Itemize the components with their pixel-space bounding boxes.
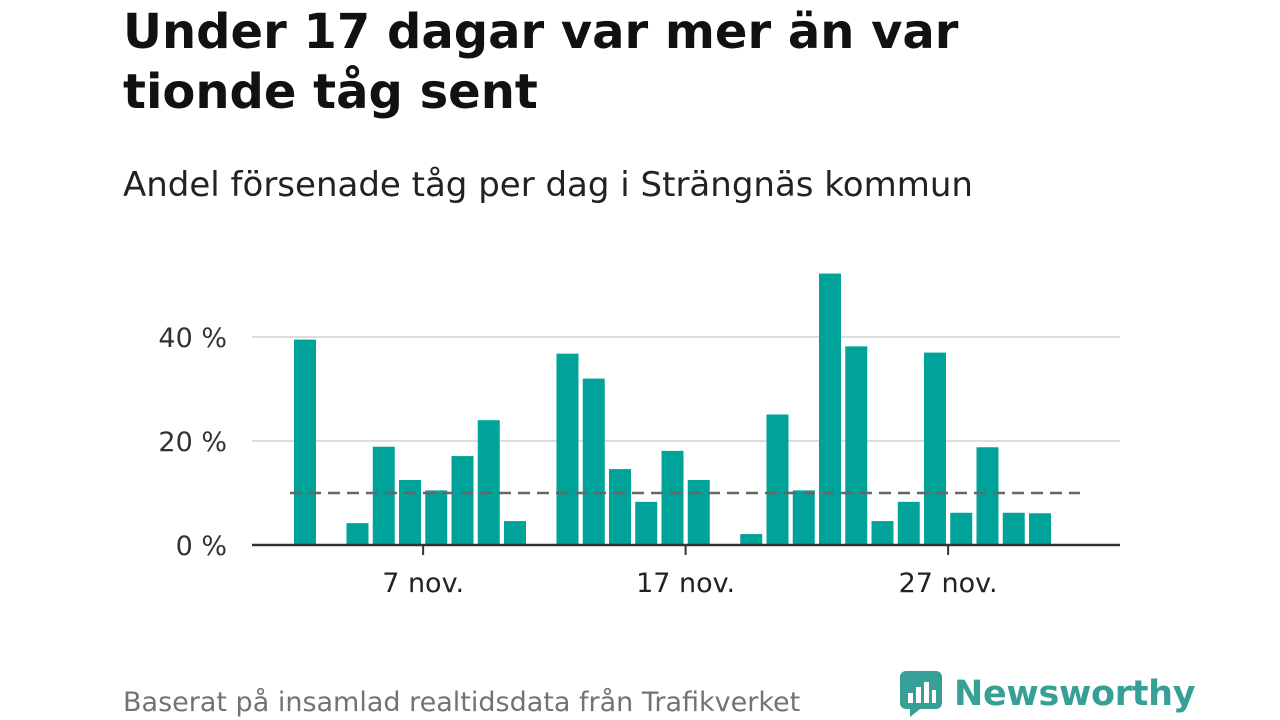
brand-name: Newsworthy — [954, 674, 1196, 714]
bar — [477, 420, 500, 545]
bar — [504, 521, 526, 545]
bar — [372, 446, 395, 545]
bar — [924, 352, 946, 545]
bar — [950, 512, 973, 545]
x-tick-label: 17 nov. — [636, 568, 735, 599]
bar — [451, 456, 474, 545]
bar — [792, 490, 815, 545]
bar — [661, 450, 684, 545]
bar — [609, 469, 631, 545]
chart-subtitle: Andel försenade tåg per dag i Strängnäs … — [123, 165, 973, 205]
brand-logo: Newsworthy — [900, 670, 1196, 718]
bar-chart: 0 % 20 % 40 % 7 nov. 17 nov. 27 nov. — [158, 273, 1120, 599]
bar — [845, 346, 868, 545]
bar — [819, 273, 841, 545]
y-tick-label: 20 % — [158, 427, 227, 458]
y-tick-label: 40 % — [158, 323, 227, 354]
bar — [425, 490, 448, 545]
bar — [399, 480, 421, 545]
bar — [1029, 513, 1051, 545]
bar — [1002, 512, 1025, 545]
bar — [582, 378, 605, 545]
bar — [976, 447, 999, 545]
bar — [294, 339, 316, 545]
source-note: Baserat på insamlad realtidsdata från Tr… — [123, 687, 801, 718]
bar — [871, 521, 894, 545]
bar — [635, 501, 658, 545]
bar — [897, 501, 920, 545]
y-tick-label: 0 % — [176, 531, 227, 562]
bar — [766, 414, 789, 545]
bar — [346, 523, 369, 545]
newsworthy-logo-icon — [900, 671, 942, 717]
bar — [556, 353, 579, 545]
x-tick-label: 27 nov. — [899, 568, 998, 599]
x-tick-label: 7 nov. — [382, 568, 464, 599]
bar — [740, 534, 763, 545]
chart-title: Under 17 dagar var mer än var tionde tåg… — [123, 4, 959, 120]
bar — [687, 480, 710, 545]
